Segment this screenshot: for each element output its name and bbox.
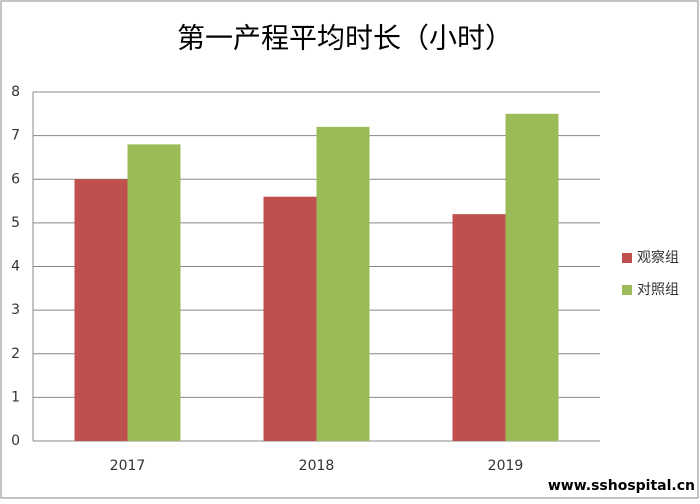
y-tick-label: 8: [11, 84, 20, 100]
y-tick-label: 2: [11, 346, 20, 362]
y-tick-label: 5: [11, 215, 20, 231]
bar: [316, 126, 370, 442]
bar: [74, 179, 128, 441]
x-tick-label: 2019: [488, 458, 524, 474]
bar: [505, 113, 559, 441]
y-tick-label: 0: [11, 433, 20, 449]
watermark: www.sshospital.cn: [548, 478, 695, 494]
x-tick-label: 2017: [110, 458, 146, 474]
y-tick-label: 7: [11, 128, 20, 144]
y-tick-label: 6: [11, 171, 20, 187]
x-tick-label: 2018: [299, 458, 335, 474]
y-tick-label: 3: [11, 302, 20, 318]
chart-title: 第一产程平均时长（小时）: [177, 22, 513, 55]
y-tick-label: 4: [11, 259, 20, 275]
bar: [263, 196, 317, 441]
bar: [452, 214, 506, 441]
bar: [127, 144, 181, 441]
legend-label: 对照组: [637, 282, 679, 298]
legend-swatch: [622, 285, 632, 295]
y-tick-label: 1: [11, 389, 20, 405]
legend-label: 观察组: [637, 249, 679, 266]
legend-swatch: [622, 253, 632, 263]
